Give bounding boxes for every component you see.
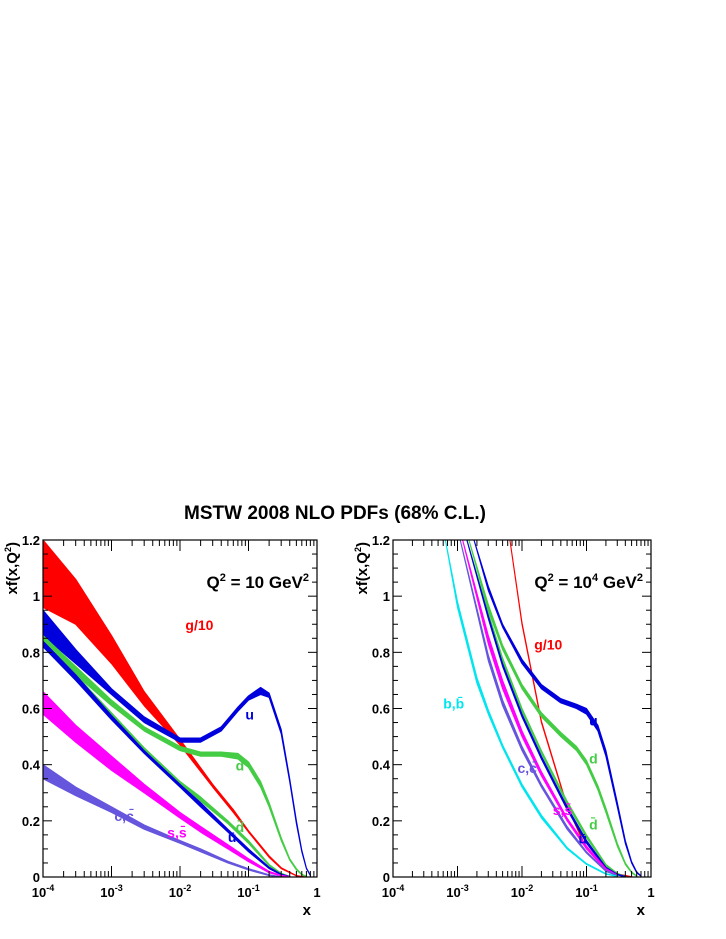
q2-label: Q2 = 104 GeV2 — [534, 572, 643, 592]
y-tick-label: 0.8 — [22, 645, 40, 660]
y-tick-label: 1.2 — [372, 533, 390, 548]
y-tick-label: 0.2 — [22, 814, 40, 829]
y-axis-title: xf(x,Q2) — [3, 542, 21, 595]
series-label-s: s,s̄ — [167, 824, 187, 841]
y-tick-label: 1.2 — [22, 533, 40, 548]
q2-label: Q2 = 10 GeV2 — [206, 572, 309, 592]
series-label-d: d — [236, 757, 245, 773]
series-label-u: u — [589, 712, 598, 728]
series-label-ubar: ū — [228, 829, 237, 845]
x-axis-title: x — [637, 902, 646, 919]
y-tick-label: 0.6 — [22, 702, 40, 717]
y-tick-label: 0 — [33, 870, 40, 885]
y-tick-label: 1 — [33, 589, 40, 604]
x-tick-label: 10-2 — [169, 883, 191, 900]
x-tick-label: 1 — [647, 885, 654, 900]
series-label-g: g/10 — [185, 617, 213, 633]
y-tick-label: 0.8 — [372, 645, 390, 660]
panel-left: 00.20.40.60.811.210-4 10-3 10-2 10-1 1xxf(x,… — [3, 533, 321, 919]
x-tick-label: 10-4 — [382, 883, 404, 900]
series-label-c: c,c̄ — [517, 759, 537, 776]
series-label-dbar: d̄ — [236, 818, 245, 835]
series-label-b: b,b̄ — [443, 695, 464, 712]
y-tick-label: 0.6 — [372, 702, 390, 717]
y-tick-label: 1 — [383, 589, 390, 604]
pdf-band-c — [43, 764, 282, 877]
x-tick-label: 10-2 — [511, 883, 533, 900]
x-tick-label: 10-3 — [446, 883, 468, 900]
x-tick-label: 10-4 — [32, 883, 54, 900]
y-axis-title: xf(x,Q2) — [353, 542, 371, 595]
pdf-band-ubar — [43, 640, 291, 877]
x-tick-label: 10-1 — [575, 883, 597, 900]
series-label-dbar: d̄ — [589, 816, 598, 833]
x-tick-label: 1 — [313, 885, 320, 900]
y-tick-label: 0.2 — [372, 814, 390, 829]
series-label-ubar: ū — [578, 830, 587, 846]
panel-right: 00.20.40.60.811.210-4 10-3 10-2 10-1 1xxf(x,… — [353, 533, 655, 919]
figure-title: MSTW 2008 NLO PDFs (68% C.L.) — [184, 503, 486, 524]
series-label-g: g/10 — [534, 637, 562, 653]
series-label-d: d — [589, 750, 598, 766]
series-label-c: c,c̄ — [114, 807, 134, 824]
y-tick-label: 0.4 — [372, 758, 391, 773]
y-tick-label: 0.4 — [22, 758, 41, 773]
x-tick-label: 10-1 — [237, 883, 259, 900]
y-tick-label: 0 — [383, 870, 390, 885]
series-label-s: s,s̄ — [553, 802, 573, 819]
series-label-u: u — [245, 707, 254, 723]
x-axis-title: x — [303, 902, 312, 919]
pdf-band-s — [43, 691, 291, 877]
x-tick-label: 10-3 — [100, 883, 122, 900]
